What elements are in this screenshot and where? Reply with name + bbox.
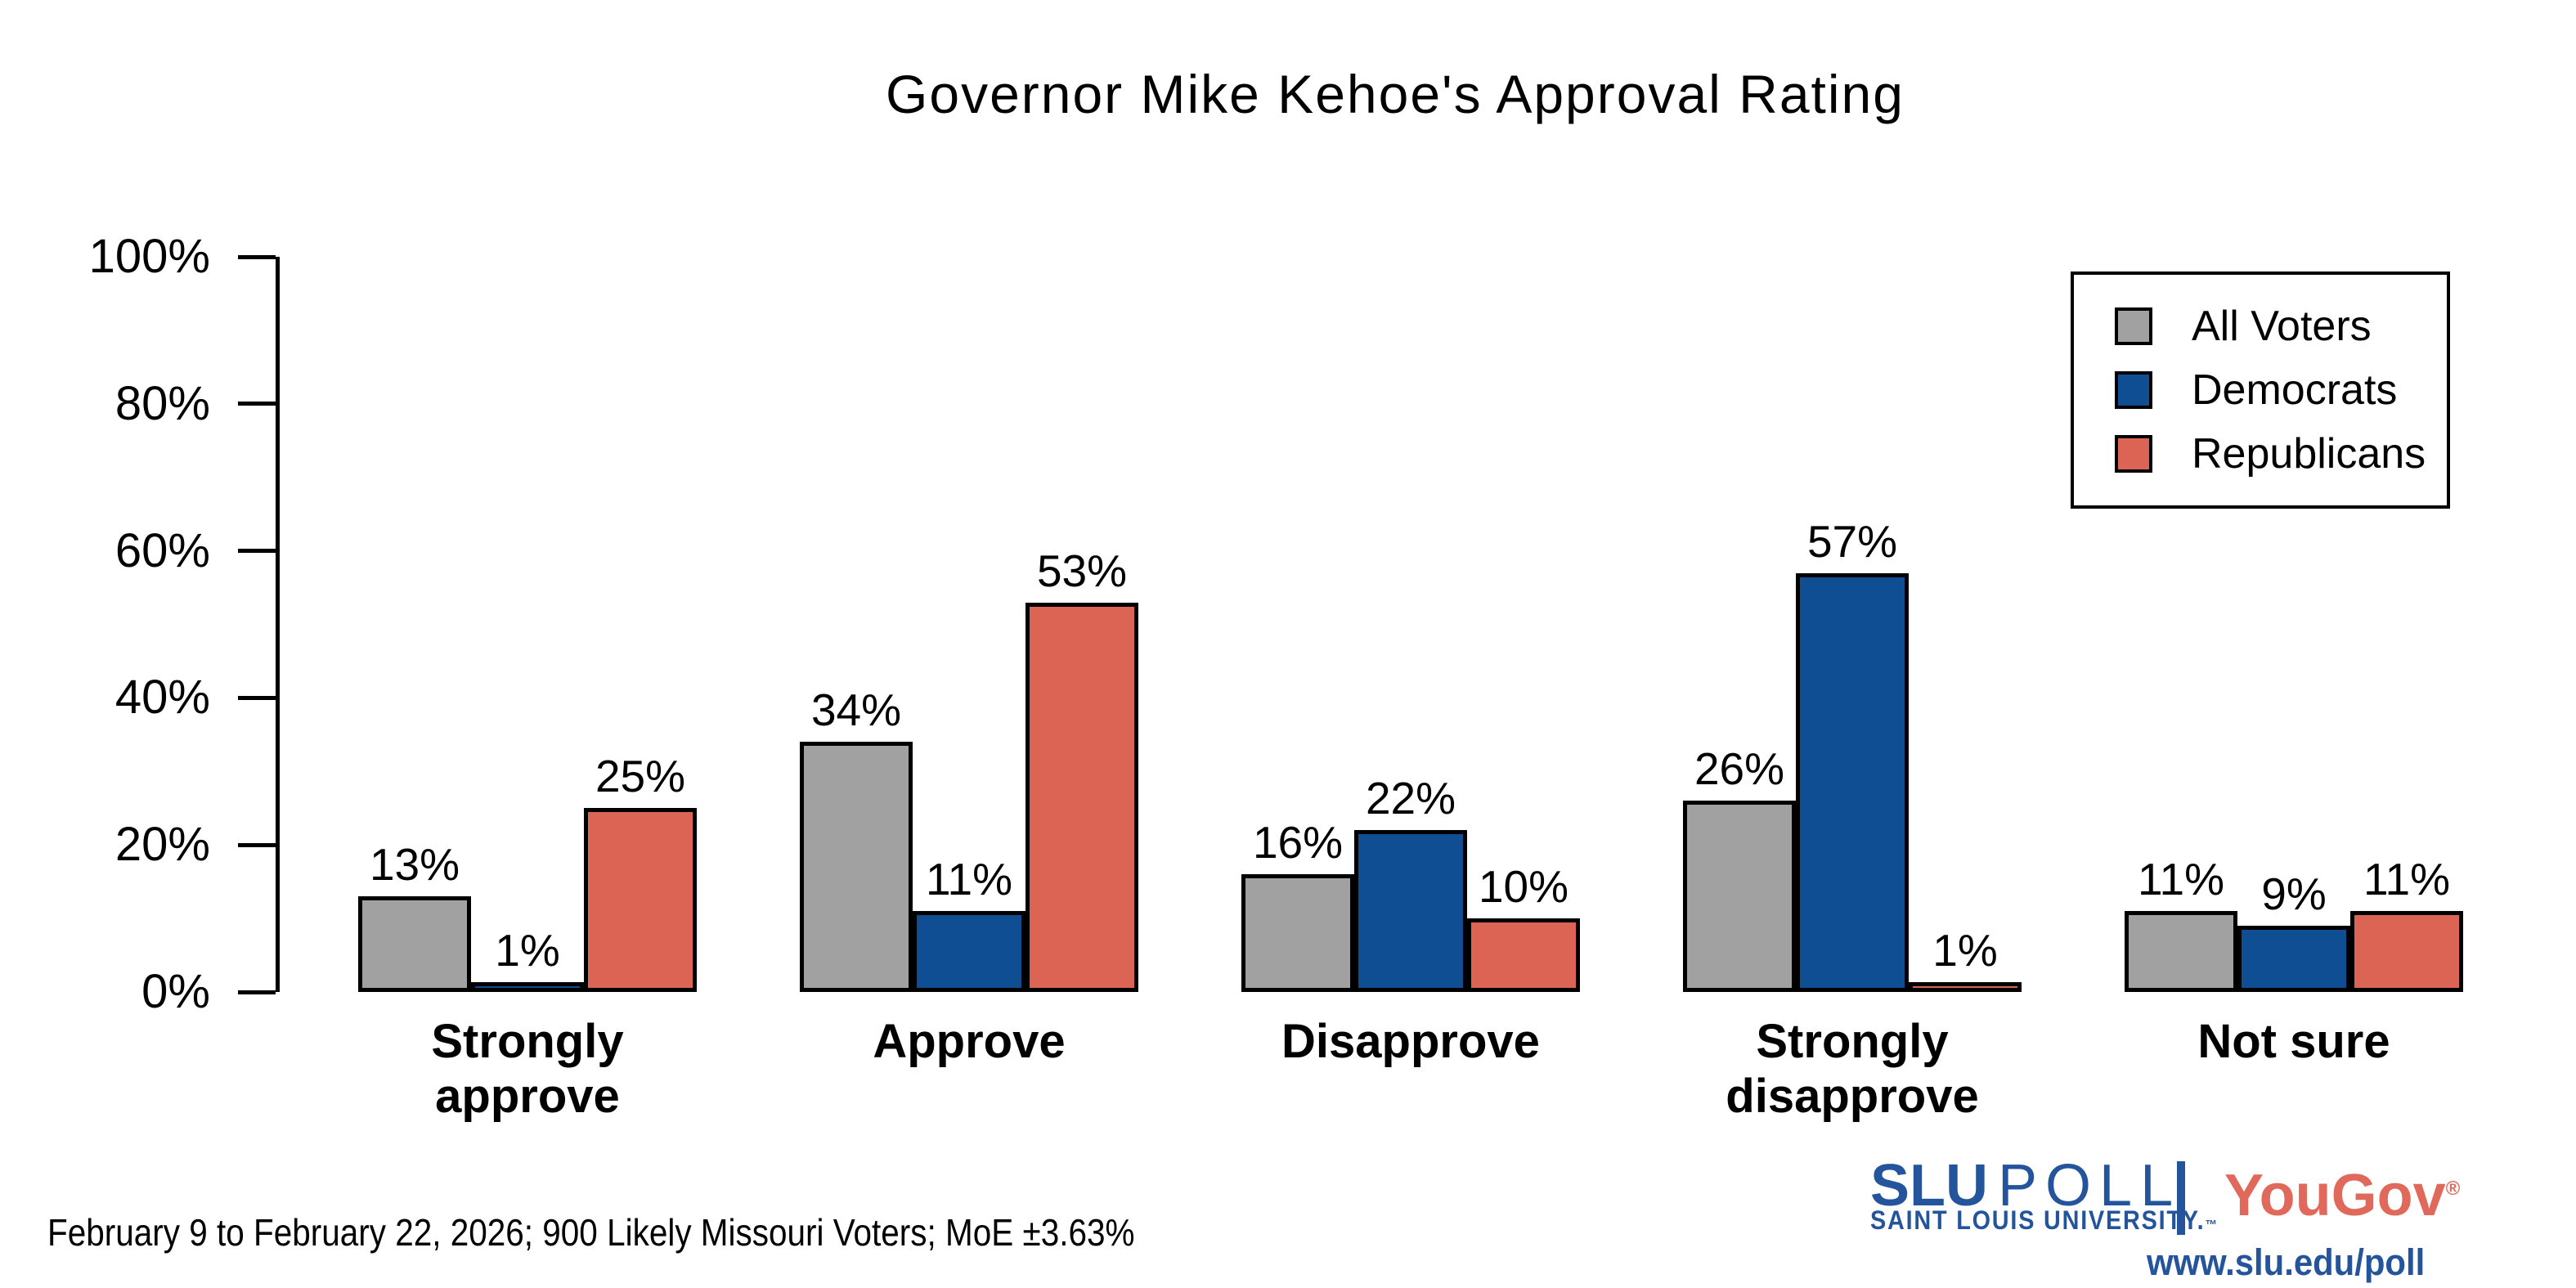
- bar-value-label: 53%: [1036, 545, 1128, 596]
- logo-divider: [2177, 1161, 2185, 1235]
- legend-swatch: [2115, 435, 2152, 473]
- y-tick-label: 40%: [114, 671, 210, 725]
- bar: 13%: [358, 839, 471, 992]
- y-tick-label: 0%: [141, 965, 210, 1018]
- bar: 1%: [471, 925, 584, 992]
- bar-value-label: 22%: [1365, 773, 1456, 824]
- y-tick: [238, 990, 276, 994]
- y-tick-label: 100%: [88, 230, 210, 283]
- legend-swatch: [2115, 371, 2152, 409]
- bar: 11%: [2350, 854, 2463, 992]
- plot-area: 0% 20% 40% 60% 80% 100% 13% 1% 25% Strongly appro…: [89, 230, 2519, 1123]
- category-label: Strongly approve: [431, 1015, 624, 1124]
- bar-group: 13% 1% 25%: [307, 751, 748, 992]
- y-tick-label: 80%: [114, 376, 210, 430]
- bar-value-label: 26%: [1694, 743, 1785, 795]
- y-tick: [238, 842, 276, 847]
- y-tick: [238, 549, 276, 554]
- bar-value-label: 13%: [369, 839, 460, 891]
- bar-value-label: 9%: [2261, 868, 2327, 920]
- bar: 26%: [1683, 743, 1796, 992]
- slu-subtitle-text: SAINT LOUIS UNIVERSITY.: [1870, 1205, 2206, 1235]
- y-tick: [238, 695, 276, 700]
- yougov-logo: YouGov®: [2224, 1166, 2460, 1225]
- bar: 25%: [584, 751, 697, 992]
- bar-group: 16% 22% 10%: [1190, 773, 1631, 992]
- legend-label: Republicans: [2192, 430, 2426, 478]
- y-tick-label: 60%: [114, 523, 210, 577]
- bar-value-label: 34%: [810, 684, 902, 736]
- chart-title: Governor Mike Kehoe's Approval Rating: [886, 64, 1905, 124]
- yougov-logo-text: YouGov: [2224, 1163, 2446, 1228]
- bar: 16%: [1241, 817, 1354, 992]
- category-label: Disapprove: [1281, 1015, 1540, 1068]
- legend-item: Republicans: [2115, 433, 2447, 475]
- bar-group: 11% 9% 11%: [2073, 854, 2515, 992]
- y-tick: [238, 254, 276, 259]
- category-label: Approve: [873, 1015, 1066, 1068]
- category-label: Strongly disapprove: [1726, 1015, 1979, 1124]
- bar-value-label: 11%: [2138, 854, 2224, 905]
- bar-value-label: 11%: [926, 854, 1012, 905]
- legend-item: Democrats: [2115, 369, 2447, 411]
- bar: 57%: [1796, 516, 1909, 992]
- bar: 34%: [800, 684, 913, 992]
- legend-label: Democrats: [2192, 366, 2398, 414]
- y-tick-label: 20%: [114, 818, 210, 872]
- bar-value-label: 10%: [1478, 861, 1569, 913]
- bar-group: 34% 11% 53%: [748, 545, 1190, 992]
- bar-value-label: 1%: [1932, 925, 1998, 976]
- bar-value-label: 57%: [1806, 515, 1898, 567]
- bar: 9%: [2237, 868, 2350, 992]
- bar: 11%: [913, 854, 1025, 992]
- bar: 22%: [1354, 773, 1467, 992]
- slu-logo-subtitle: SAINT LOUIS UNIVERSITY.™: [1870, 1205, 2219, 1236]
- category-label: Not sure: [2197, 1015, 2390, 1068]
- slu-poll-url: www.slu.edu/poll: [2147, 1241, 2426, 1283]
- bar-value-label: 16%: [1252, 817, 1344, 868]
- bar: 1%: [1909, 925, 2022, 992]
- bar: 11%: [2125, 854, 2237, 992]
- registered-icon: ®: [2445, 1178, 2461, 1200]
- bar-value-label: 1%: [495, 925, 560, 976]
- bar-group: 26% 57% 1%: [1631, 516, 2073, 992]
- slu-poll-logo: SLU POLL: [1870, 1156, 2181, 1215]
- legend-item: All Voters: [2115, 305, 2447, 348]
- bar: 53%: [1025, 545, 1138, 992]
- trademark-icon: ™: [2205, 1218, 2219, 1232]
- bar: 10%: [1467, 861, 1580, 992]
- legend-label: All Voters: [2192, 303, 2372, 350]
- poll-logo-text: POLL: [1998, 1153, 2182, 1218]
- bar-value-label: 25%: [595, 751, 686, 802]
- y-tick: [238, 402, 276, 406]
- bar-value-label: 11%: [2363, 854, 2450, 905]
- legend: All Voters Democrats Republicans: [2071, 272, 2450, 509]
- slu-logo-text: SLU: [1870, 1153, 1988, 1218]
- legend-swatch: [2115, 307, 2152, 345]
- footnote: February 9 to February 22, 2026; 900 Lik…: [47, 1211, 1135, 1254]
